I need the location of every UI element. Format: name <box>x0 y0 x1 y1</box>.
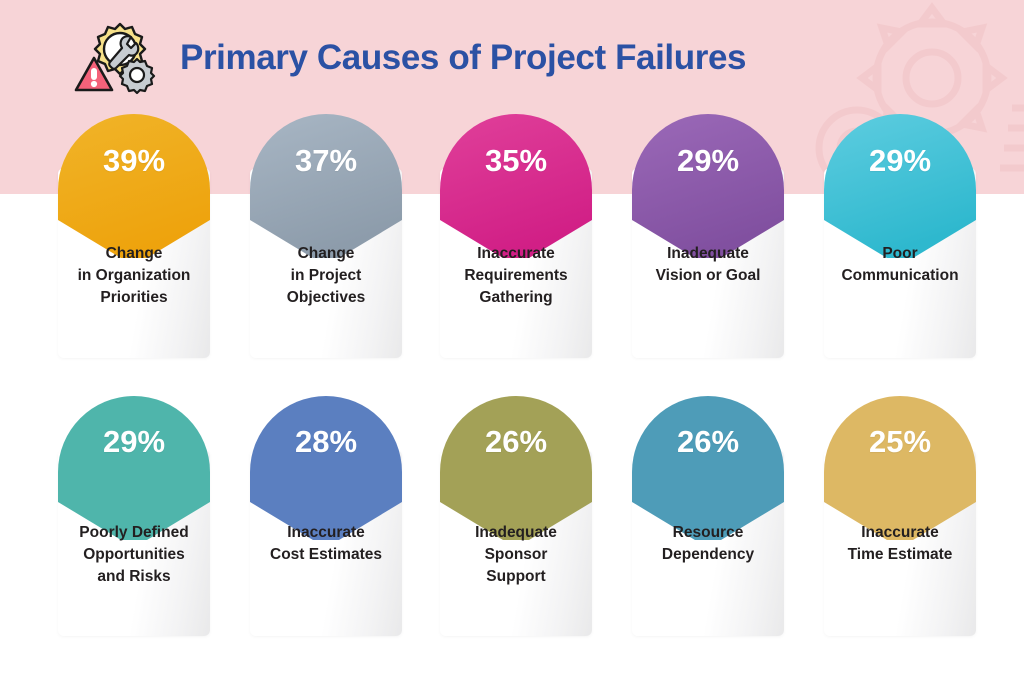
card-cap <box>632 396 784 540</box>
card-percent: 26% <box>484 424 548 459</box>
gear-wrench-warning-icon <box>74 22 156 95</box>
card-label: Change in Organization Priorities <box>77 245 191 306</box>
title-row: Primary Causes of Project Failures <box>74 18 746 98</box>
card-percent: 29% <box>102 424 166 459</box>
card-cap <box>824 396 976 540</box>
card-label: Poor Communication <box>841 245 959 284</box>
card-percent: 29% <box>868 143 932 178</box>
card-label: Change in Project Objectives <box>286 245 366 306</box>
card-label: Inaccurate Time Estimate <box>847 524 953 563</box>
card-cap <box>250 114 402 258</box>
card-label: Inadequate Vision or Goal <box>655 245 761 284</box>
card-percent: 39% <box>102 143 166 178</box>
card-percent: 35% <box>484 143 548 178</box>
card-cap <box>58 396 210 540</box>
page-title: Primary Causes of Project Failures <box>180 38 747 77</box>
card-percent: 28% <box>294 424 358 459</box>
card-label: Inaccurate Cost Estimates <box>270 524 382 563</box>
card-cap <box>440 114 592 258</box>
card-percent: 26% <box>676 424 740 459</box>
card-percent: 37% <box>294 143 358 178</box>
card-label: Resource Dependency <box>661 524 755 563</box>
card-label: Poorly Defined Opportunities and Risks <box>79 524 189 585</box>
card-cap <box>440 396 592 540</box>
card-cap <box>824 114 976 258</box>
card-label: Inaccurate Requirements Gathering <box>464 245 568 306</box>
card-cap <box>632 114 784 258</box>
card-percent: 29% <box>676 143 740 178</box>
card-percent: 25% <box>868 424 932 459</box>
card-cap <box>250 396 402 540</box>
card-label: Inadequate Sponsor Support <box>475 524 557 585</box>
header: Primary Causes of Project Failures <box>0 0 1024 194</box>
card-cap <box>58 114 210 258</box>
